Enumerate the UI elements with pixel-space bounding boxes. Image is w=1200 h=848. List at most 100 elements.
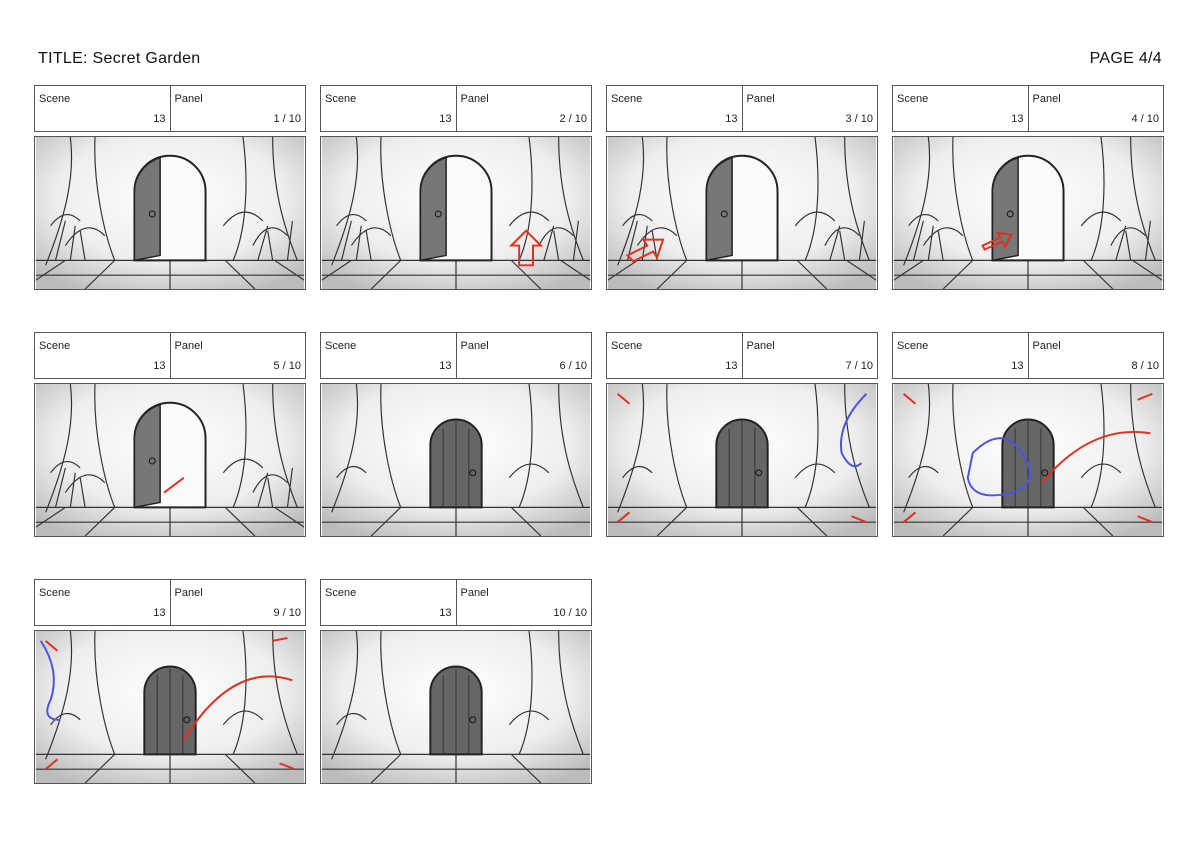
scene-number: 13	[153, 113, 166, 125]
scene-cell: Scene 13	[607, 333, 742, 378]
panel-header: Scene 13 Panel 1 / 10	[34, 85, 306, 132]
panel-label: Panel	[746, 340, 775, 352]
panel-label: Panel	[746, 93, 775, 105]
scene-number: 13	[439, 360, 452, 372]
sketch-drawing	[322, 384, 590, 536]
panel-label: Panel	[174, 340, 203, 352]
direction-arrow	[903, 392, 1153, 524]
scene-label: Scene	[325, 93, 357, 105]
panel-label: Panel	[1032, 340, 1061, 352]
scene-label: Scene	[325, 587, 357, 599]
panel-label: Panel	[1032, 93, 1061, 105]
scene-label: Scene	[39, 93, 71, 105]
panel-header: Scene 13 Panel 3 / 10	[606, 85, 878, 132]
sketch-drawing	[36, 384, 304, 536]
direction-arrow	[45, 636, 295, 771]
panel-label: Panel	[460, 340, 489, 352]
panel-header: Scene 13 Panel 10 / 10	[320, 579, 592, 626]
panel-sketch	[892, 136, 1164, 290]
panel-header: Scene 13 Panel 5 / 10	[34, 332, 306, 379]
sketch-drawing	[894, 384, 1162, 536]
page-title: TITLE: Secret Garden	[38, 50, 201, 67]
scene-cell: Scene 13	[893, 86, 1028, 131]
panel-sketch	[606, 383, 878, 537]
panel-header: Scene 13 Panel 6 / 10	[320, 332, 592, 379]
panel-header: Scene 13 Panel 7 / 10	[606, 332, 878, 379]
panel-cell: Panel 4 / 10	[1027, 86, 1164, 131]
panel-cell: Panel 9 / 10	[169, 580, 306, 625]
scene-label: Scene	[611, 93, 643, 105]
direction-arrow	[625, 238, 665, 263]
panel-cell: Panel 3 / 10	[741, 86, 878, 131]
sketch-drawing	[36, 631, 304, 783]
scene-number: 13	[439, 113, 452, 125]
sketch-image	[893, 137, 1163, 289]
panel-sketch	[320, 136, 592, 290]
sketch-image	[321, 384, 591, 536]
sketch-image	[893, 384, 1163, 536]
direction-arrow	[508, 229, 544, 267]
sketch-image	[321, 631, 591, 783]
panel-label: Panel	[460, 93, 489, 105]
scene-label: Scene	[325, 340, 357, 352]
scene-cell: Scene 13	[893, 333, 1028, 378]
panel-number: 1 / 10	[273, 113, 301, 125]
panel-number: 6 / 10	[559, 360, 587, 372]
scene-cell: Scene 13	[35, 333, 170, 378]
motion-sketch	[840, 393, 868, 468]
panel-number: 5 / 10	[273, 360, 301, 372]
direction-arrow	[163, 476, 185, 494]
panel-cell: Panel 5 / 10	[169, 333, 306, 378]
sketch-drawing	[608, 384, 876, 536]
panel-number: 10 / 10	[553, 607, 587, 619]
panel-number: 9 / 10	[273, 607, 301, 619]
scene-number: 13	[1011, 360, 1024, 372]
sketch-image	[321, 137, 591, 289]
panel-number: 4 / 10	[1131, 113, 1159, 125]
sketch-image	[35, 631, 305, 783]
panel-label: Panel	[174, 587, 203, 599]
panel-header: Scene 13 Panel 2 / 10	[320, 85, 592, 132]
sketch-drawing	[322, 137, 590, 289]
scene-cell: Scene 13	[321, 86, 456, 131]
panel-cell: Panel 1 / 10	[169, 86, 306, 131]
scene-number: 13	[153, 607, 166, 619]
panel-sketch	[34, 630, 306, 784]
scene-number: 13	[725, 360, 738, 372]
scene-number: 13	[1011, 113, 1024, 125]
page-number: PAGE 4/4	[1089, 50, 1162, 67]
scene-number: 13	[439, 607, 452, 619]
panel-header: Scene 13 Panel 4 / 10	[892, 85, 1164, 132]
scene-cell: Scene 13	[35, 86, 170, 131]
motion-sketch	[966, 437, 1031, 497]
panel-header: Scene 13 Panel 9 / 10	[34, 579, 306, 626]
panel-cell: Panel 10 / 10	[455, 580, 592, 625]
scene-label: Scene	[897, 93, 929, 105]
panel-label: Panel	[174, 93, 203, 105]
scene-cell: Scene 13	[607, 86, 742, 131]
sketch-drawing	[36, 137, 304, 289]
scene-label: Scene	[897, 340, 929, 352]
sketch-drawing	[608, 137, 876, 289]
scene-cell: Scene 13	[321, 580, 456, 625]
panel-sketch	[320, 383, 592, 537]
scene-cell: Scene 13	[35, 580, 170, 625]
scene-label: Scene	[611, 340, 643, 352]
direction-arrow	[981, 231, 1013, 251]
motion-sketch	[39, 640, 61, 721]
panel-sketch	[34, 136, 306, 290]
panel-header: Scene 13 Panel 8 / 10	[892, 332, 1164, 379]
panel-number: 2 / 10	[559, 113, 587, 125]
scene-number: 13	[725, 113, 738, 125]
scene-number: 13	[153, 360, 166, 372]
panel-sketch	[320, 630, 592, 784]
panel-number: 3 / 10	[845, 113, 873, 125]
sketch-drawing	[894, 137, 1162, 289]
panel-cell: Panel 8 / 10	[1027, 333, 1164, 378]
sketch-image	[607, 384, 877, 536]
direction-arrow	[617, 393, 867, 524]
panel-cell: Panel 6 / 10	[455, 333, 592, 378]
panel-number: 7 / 10	[845, 360, 873, 372]
sketch-drawing	[322, 631, 590, 783]
